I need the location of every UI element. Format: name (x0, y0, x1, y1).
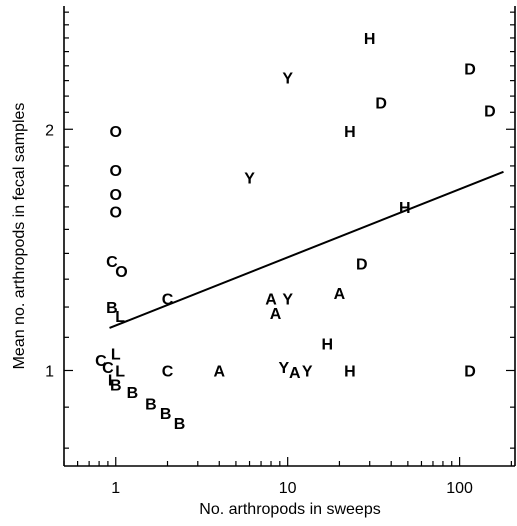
data-point-y: Y (279, 360, 290, 377)
data-point-b: B (145, 396, 157, 413)
data-point-o: O (110, 187, 122, 204)
data-point-a: A (265, 291, 277, 308)
data-point-d: D (484, 104, 496, 121)
data-point-c: C (95, 353, 107, 370)
data-point-d: D (464, 363, 476, 380)
data-point-o: O (110, 204, 122, 221)
data-point-b: B (174, 416, 186, 433)
data-point-o: O (115, 264, 127, 281)
x-axis-title: No. arthropods in sweeps (199, 501, 380, 518)
data-point-l: L (115, 309, 125, 326)
data-point-a: A (334, 286, 346, 303)
data-point-a: A (289, 365, 301, 382)
y-tick-label: 2 (45, 122, 54, 139)
data-point-l: L (115, 363, 125, 380)
data-point-o: O (110, 163, 122, 180)
data-point-d: D (375, 95, 387, 112)
data-point-b: B (127, 385, 139, 402)
plot-frame (63, 6, 516, 467)
data-point-c: C (162, 363, 174, 380)
data-point-b: B (106, 300, 118, 317)
data-point-h: H (344, 363, 356, 380)
data-point-a: A (213, 363, 225, 380)
data-point-a: A (270, 306, 282, 323)
tick-labels: 1 10 100 1 2 (45, 122, 473, 497)
data-point-y: Y (302, 363, 313, 380)
data-point-b: B (110, 378, 122, 395)
regression-line (109, 170, 504, 329)
axis-ticks (63, 11, 515, 466)
x-tick-label: 100 (446, 480, 473, 497)
regression-line-group (109, 170, 504, 329)
data-point-b: B (160, 406, 172, 423)
data-point-y: Y (282, 71, 293, 88)
x-tick-label: 10 (279, 480, 297, 497)
data-point-l: L (108, 372, 118, 389)
data-point-y: Y (282, 291, 293, 308)
data-point-c: C (106, 254, 118, 271)
y-axis-title: Mean no. arthropods in fecal samples (11, 103, 28, 370)
data-point-d: D (356, 256, 368, 273)
data-point-h: H (344, 124, 356, 141)
data-point-y: Y (244, 171, 255, 188)
data-point-o: O (110, 124, 122, 141)
data-point-l: L (111, 347, 121, 364)
data-point-d: D (464, 62, 476, 79)
x-tick-label: 1 (111, 480, 120, 497)
data-point-c: C (162, 291, 174, 308)
data-point-h: H (322, 337, 334, 354)
y-tick-label: 1 (45, 363, 54, 380)
data-point-h: H (399, 200, 411, 217)
data-point-h: H (364, 31, 376, 48)
data-point-c: C (102, 360, 114, 377)
